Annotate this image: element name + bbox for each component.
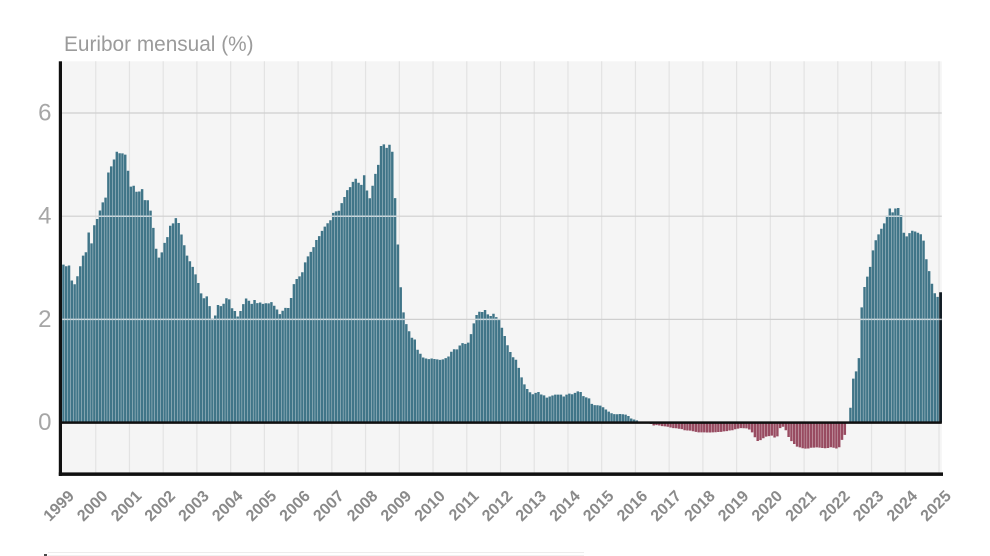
zero-line (62, 421, 942, 424)
x-tick-label: 2019 (715, 488, 752, 525)
footer-partial-top-border (48, 552, 584, 553)
x-tick-label: 2025 (918, 488, 955, 525)
x-axis-labels: 1999200020012002200320042005200620072008… (41, 488, 955, 525)
x-tick-label: 2022 (816, 488, 853, 525)
chart-title: Euribor mensual (%) (64, 33, 254, 56)
footer-partial-mark (44, 554, 47, 556)
x-tick-label: 2006 (277, 488, 314, 525)
x-tick-label: 2004 (209, 488, 246, 525)
vertical-gridlines (95, 61, 940, 473)
x-tick-label: 2013 (513, 488, 550, 525)
bars[interactable] (62, 144, 942, 449)
x-tick-label: 1999 (41, 488, 78, 525)
x-tick-label: 2016 (614, 488, 651, 525)
x-tick-label: 2023 (850, 488, 887, 525)
x-tick-label: 2001 (108, 488, 145, 525)
y-tick-label: 6 (38, 99, 51, 126)
x-tick-label: 2007 (310, 488, 347, 525)
y-tick-label: 0 (38, 409, 51, 436)
x-tick-label: 2021 (783, 488, 820, 525)
x-tick-label: 2018 (682, 488, 719, 525)
x-tick-label: 2024 (884, 488, 921, 525)
x-tick-label: 2012 (479, 488, 516, 525)
x-tick-label: 2014 (547, 488, 584, 525)
x-tick-label: 2020 (749, 488, 786, 525)
axis-lines (58, 61, 944, 476)
x-tick-label: 2011 (446, 488, 483, 525)
x-tick-label: 2002 (142, 488, 179, 525)
x-tick-label: 2003 (176, 488, 213, 525)
y-tick-label: 2 (38, 306, 51, 333)
x-tick-label: 2015 (580, 488, 617, 525)
x-tick-label: 2008 (344, 488, 381, 525)
x-tick-label: 2000 (74, 488, 111, 525)
x-tick-label: 2010 (412, 488, 449, 525)
y-axis-labels: 0 2 4 6 (38, 99, 51, 436)
x-tick-label: 2009 (378, 488, 415, 525)
x-tick-label: 2005 (243, 488, 280, 525)
y-tick-label: 4 (38, 203, 51, 230)
x-tick-label: 2017 (648, 488, 685, 525)
